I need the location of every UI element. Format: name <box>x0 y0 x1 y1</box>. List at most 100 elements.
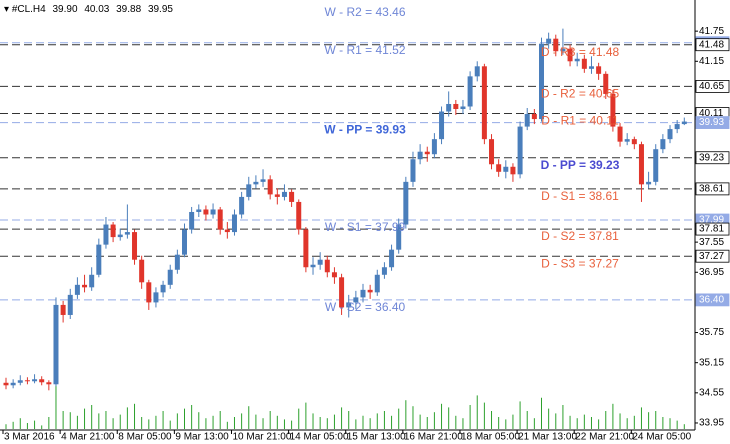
level-label: D - S1 = 38.61 <box>541 189 619 203</box>
x-tick-label: 9 Mar 13:00 <box>175 432 229 443</box>
price-box-label: 37.99 <box>699 215 724 226</box>
candle-body <box>117 234 123 238</box>
candle-body <box>339 277 345 308</box>
candle-body <box>603 73 609 94</box>
candle-body <box>231 214 237 233</box>
candle-body <box>96 244 102 275</box>
candle-body <box>74 284 80 295</box>
header-close: 39.95 <box>148 4 173 15</box>
header-high: 40.03 <box>84 4 109 15</box>
level-label: W - PP = 39.93 <box>324 123 406 137</box>
candle-body <box>224 229 230 233</box>
x-tick-label: 10 Mar 21:00 <box>232 432 291 443</box>
candle-body <box>60 304 66 315</box>
price-box-label: 40.65 <box>699 81 724 92</box>
candle-body <box>46 382 52 385</box>
candle-body <box>381 267 387 275</box>
candle-body <box>360 289 366 298</box>
candle-body <box>467 76 473 107</box>
candle-body <box>189 211 195 230</box>
x-tick-label: 15 Mar 13:00 <box>347 432 406 443</box>
candle-body <box>274 194 280 197</box>
price-box <box>695 249 730 263</box>
candle-body <box>431 139 437 155</box>
candle-body <box>139 259 145 283</box>
candle-body <box>110 224 116 238</box>
level-label: D - S3 = 37.27 <box>541 256 619 270</box>
candle-body <box>24 380 30 382</box>
candle-body <box>453 103 459 110</box>
level-label: D - S2 = 37.81 <box>541 229 619 243</box>
candle-body <box>496 164 502 172</box>
candle-body <box>524 114 530 127</box>
candle-body <box>474 66 480 77</box>
candle-body <box>353 297 359 303</box>
candle-body <box>346 302 352 308</box>
candle-body <box>124 232 130 235</box>
candle-body <box>303 229 309 268</box>
candle-body <box>653 149 659 182</box>
candle-body <box>3 382 9 386</box>
candle-body <box>182 229 187 255</box>
candle-body <box>674 124 680 130</box>
price-box <box>695 151 730 165</box>
price-box <box>695 182 730 196</box>
candle-body <box>289 191 295 202</box>
candle-body <box>631 139 637 145</box>
candle-body <box>374 274 380 293</box>
y-tick-label: 35.75 <box>699 327 724 338</box>
candle-body <box>624 139 630 142</box>
price-box-label: 37.27 <box>699 251 724 262</box>
candle-body <box>439 111 445 140</box>
candle-body <box>317 259 323 265</box>
candle-body <box>396 224 402 250</box>
candle-body <box>160 284 166 293</box>
candle-body <box>32 379 38 382</box>
candle-body <box>389 249 395 268</box>
candle-body <box>560 48 566 52</box>
candle-body <box>17 380 23 383</box>
price-box <box>695 293 730 307</box>
level-label: W - R2 = 43.46 <box>324 5 405 19</box>
x-tick-label: 18 Mar 05:00 <box>461 432 520 443</box>
x-tick-label: 24 Mar 05:00 <box>632 432 691 443</box>
candle-body <box>503 166 509 172</box>
candle-body <box>217 209 223 230</box>
price-box-label: 36.40 <box>699 295 724 306</box>
y-tick-label: 41.75 <box>699 26 724 37</box>
candle-body <box>331 272 337 278</box>
candle-body <box>567 48 573 62</box>
candle-body <box>660 139 666 150</box>
level-label: W - R1 = 41.52 <box>324 43 405 57</box>
candle-body <box>446 103 452 112</box>
candle-body <box>681 121 687 125</box>
candle-body <box>510 166 516 175</box>
candle-body <box>281 191 287 197</box>
candle-body <box>260 179 266 182</box>
candle-body <box>296 201 302 230</box>
y-tick-label: 36.95 <box>699 267 724 278</box>
candle-body <box>531 114 537 120</box>
price-box <box>695 222 730 236</box>
candle-body <box>617 126 623 142</box>
price-box-label: 38.61 <box>699 184 724 195</box>
candle-body <box>39 379 45 383</box>
y-tick-label: 41.15 <box>699 56 724 67</box>
candle-body <box>210 209 216 215</box>
candle-body <box>239 196 245 215</box>
candle-body <box>267 179 273 195</box>
y-tick-label: 34.55 <box>699 387 724 398</box>
candle-body <box>10 382 16 386</box>
candle-body <box>153 292 159 303</box>
price-box-label: 39.93 <box>699 117 724 128</box>
price-box-label: 40.11 <box>699 108 724 119</box>
y-tick-label: 33.95 <box>699 418 724 429</box>
candle-body <box>539 43 544 120</box>
candle-body <box>596 66 602 74</box>
level-label: W - S1 = 37.99 <box>325 220 406 234</box>
candle-body <box>324 259 330 273</box>
candle-body <box>410 159 416 182</box>
candle-body <box>588 66 594 69</box>
